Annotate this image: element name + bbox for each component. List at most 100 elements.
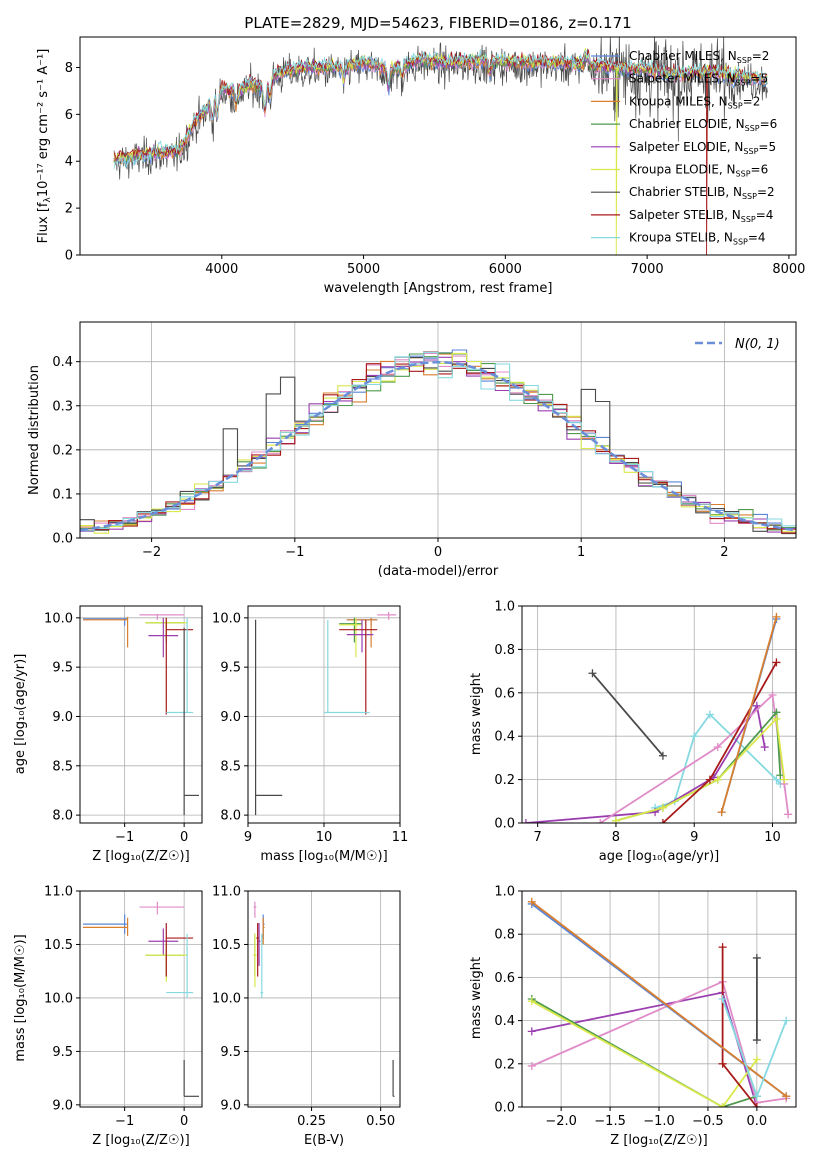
errorbar-salpeter-elodie bbox=[148, 617, 179, 658]
plot-area-age_vs_mass bbox=[255, 611, 397, 816]
line-chabrier-stelib bbox=[588, 669, 667, 760]
data-point bbox=[784, 810, 793, 819]
y-tick-label: 6 bbox=[65, 108, 73, 123]
chart-weight_vs_age: 7 8 9 10 0.0 0.2 0.4 0.6 0.8 1.0 age [log₁₀(age/yr… bbox=[469, 600, 797, 864]
y-tick-label: 9.5 bbox=[52, 661, 73, 676]
y-tick-label: 9.5 bbox=[52, 1045, 73, 1060]
histogram-kroupa-stelib bbox=[80, 351, 796, 532]
errorbar-salpeter-miles bbox=[253, 901, 257, 918]
x-axis-label: (data-model)/error bbox=[378, 564, 499, 579]
axes-frame bbox=[79, 890, 203, 1108]
y-tick-label: 9.0 bbox=[220, 710, 241, 725]
y-tick-label: 10.0 bbox=[212, 991, 241, 1006]
plot-area-mass_vs_Z bbox=[82, 901, 200, 1097]
errorbar-kroupa-stelib bbox=[260, 933, 264, 998]
chart-mass_vs_ebv: 0.25 0.50 9.0 9.5 10.0 10.5 11.0 E(B-V) bbox=[212, 885, 401, 1148]
y-tick-label: 0.0 bbox=[494, 817, 515, 832]
errorbar-kroupa-miles bbox=[82, 917, 129, 936]
errorbar-chabrier-stelib bbox=[183, 1059, 200, 1097]
axes-frame bbox=[79, 605, 203, 824]
errorbar-salpeter-elodie bbox=[148, 928, 179, 956]
y-tick-label: 9.0 bbox=[52, 1098, 73, 1113]
y-tick-label: 0.4 bbox=[494, 730, 515, 745]
line-kroupa-elodie bbox=[611, 714, 789, 823]
x-tick-label: 5000 bbox=[347, 262, 380, 277]
line-kroupa-miles bbox=[527, 897, 791, 1101]
errorbar-salpeter-miles bbox=[139, 901, 185, 915]
errorbar-chabrier-miles bbox=[82, 617, 128, 626]
x-tick-label: −2 bbox=[142, 545, 161, 560]
errorbar-chabrier-stelib bbox=[183, 627, 200, 816]
y-tick-label: 10.0 bbox=[44, 991, 73, 1006]
y-tick-label: 0.8 bbox=[494, 643, 515, 658]
data-point bbox=[527, 1061, 536, 1070]
y-tick-label: 10.0 bbox=[44, 611, 73, 626]
spectrum-line-kroupa-stelib bbox=[113, 49, 768, 169]
x-axis-label: E(B-V) bbox=[304, 1133, 344, 1148]
plot-area-weight_vs_Z bbox=[527, 897, 791, 1107]
y-tick-label: 0.2 bbox=[52, 443, 73, 458]
legend-label: Salpeter STELIB, NSSP=4 bbox=[629, 208, 773, 224]
x-tick-label: 0 bbox=[434, 545, 442, 560]
line-chabrier-stelib bbox=[752, 953, 761, 1045]
errorbar-salpeter-miles bbox=[377, 611, 397, 620]
x-tick-label: 0.0 bbox=[747, 1114, 768, 1129]
y-tick-label: 0 bbox=[65, 249, 73, 264]
y-tick-label: 2 bbox=[65, 202, 73, 217]
data-point bbox=[780, 775, 789, 784]
data-point bbox=[527, 897, 536, 906]
axes-frame bbox=[247, 890, 401, 1108]
spectrum-line-salpeter-stelib bbox=[113, 49, 768, 255]
x-tick-label: 1 bbox=[577, 545, 585, 560]
chart-weight_vs_Z: −2.0 −1.5 −1.0 −0.5 0.0 0.0 0.2 0.4 0.6 0.8 1.0 Z [… bbox=[469, 885, 797, 1148]
errorbar-salpeter-elodie bbox=[346, 619, 374, 653]
data-point bbox=[752, 1036, 761, 1045]
y-axis-label: Normed distribution bbox=[27, 365, 42, 495]
figure-title: PLATE=2829, MJD=54623, FIBERID=0186, z=0… bbox=[244, 14, 631, 32]
x-tick-label: 8000 bbox=[772, 262, 805, 277]
data-point bbox=[718, 1103, 727, 1107]
errorbar-chabrier-stelib bbox=[392, 1059, 395, 1097]
errorbar-salpeter-stelib bbox=[256, 923, 260, 977]
errorbar-salpeter-miles bbox=[139, 613, 185, 620]
data-point bbox=[658, 751, 667, 760]
data-point bbox=[772, 775, 781, 784]
data-point bbox=[782, 1092, 791, 1101]
chart-age_vs_Z: −1 0 8.0 8.5 9.0 9.5 10.0 Z [log₁₀(Z/Z☉)] age [l… bbox=[13, 605, 203, 864]
legend-label: Salpeter MILES, NSSP=5 bbox=[629, 72, 768, 88]
y-tick-label: 11.0 bbox=[212, 885, 241, 900]
legend-label: Kroupa MILES, NSSP=2 bbox=[629, 94, 760, 110]
data-point bbox=[527, 997, 536, 1006]
y-tick-label: 0.1 bbox=[52, 487, 73, 502]
errorbar-salpeter-stelib bbox=[165, 923, 194, 977]
y-tick-label: 0.0 bbox=[494, 1101, 515, 1116]
errorbar-chabrier-stelib bbox=[255, 619, 283, 816]
y-tick-label: 0.4 bbox=[52, 355, 73, 370]
legend-label: N(0, 1) bbox=[735, 337, 780, 352]
data-point bbox=[588, 669, 597, 678]
errorbar-chabrier-miles bbox=[82, 914, 128, 934]
x-tick-label: 7000 bbox=[631, 262, 664, 277]
errorbar-kroupa-miles bbox=[82, 616, 129, 648]
y-axis-label: mass [log₁₀(M/M☉)] bbox=[13, 934, 28, 1061]
data-point bbox=[705, 775, 714, 784]
data-point bbox=[752, 1055, 761, 1064]
axes-frame bbox=[521, 605, 797, 824]
x-tick-label: 9 bbox=[690, 830, 698, 845]
x-axis-label: age [log₁₀(age/yr)] bbox=[599, 849, 720, 864]
y-tick-label: 0.6 bbox=[494, 971, 515, 986]
y-tick-label: 1.0 bbox=[494, 885, 515, 900]
y-tick-label: 0.2 bbox=[494, 773, 515, 788]
x-tick-label: 8 bbox=[612, 830, 620, 845]
x-tick-label: 4000 bbox=[205, 262, 238, 277]
data-point bbox=[522, 819, 530, 823]
x-tick-label: −1 bbox=[115, 830, 134, 845]
y-tick-label: 10.5 bbox=[212, 938, 241, 953]
data-point bbox=[658, 803, 667, 812]
line-kroupa-elodie bbox=[527, 997, 761, 1107]
chart-age_vs_mass: 9 10 11 8.0 8.5 9.0 9.5 10.0 mass [log₁₀(M/M☉)] bbox=[212, 605, 408, 864]
data-point bbox=[772, 714, 781, 723]
errorbar-salpeter-stelib bbox=[165, 617, 194, 715]
data-point bbox=[718, 943, 727, 952]
